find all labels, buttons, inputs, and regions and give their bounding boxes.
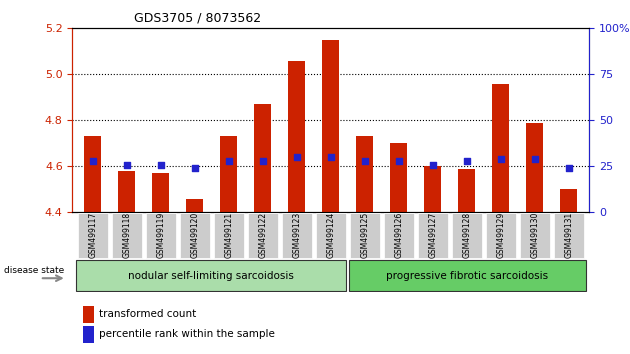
Point <box>462 158 472 164</box>
Bar <box>220 136 238 212</box>
Point <box>224 158 234 164</box>
Point <box>496 156 506 162</box>
Bar <box>390 143 407 212</box>
Text: GSM499127: GSM499127 <box>428 212 437 258</box>
Bar <box>492 84 509 212</box>
Text: GSM499118: GSM499118 <box>122 212 131 258</box>
Point <box>292 154 302 160</box>
Text: GSM499124: GSM499124 <box>326 212 335 258</box>
Bar <box>118 171 135 212</box>
Text: disease state: disease state <box>4 266 64 275</box>
FancyBboxPatch shape <box>180 213 210 258</box>
Bar <box>323 40 339 212</box>
Text: percentile rank within the sample: percentile rank within the sample <box>100 330 275 339</box>
Text: GSM499125: GSM499125 <box>360 212 369 258</box>
FancyBboxPatch shape <box>486 213 515 258</box>
Bar <box>289 61 306 212</box>
Point <box>156 162 166 167</box>
FancyBboxPatch shape <box>112 213 142 258</box>
Text: GSM499123: GSM499123 <box>292 212 301 258</box>
FancyBboxPatch shape <box>350 261 586 291</box>
Bar <box>458 169 475 212</box>
Text: GSM499128: GSM499128 <box>462 212 471 258</box>
Point <box>428 162 438 167</box>
Bar <box>83 326 94 343</box>
FancyBboxPatch shape <box>554 213 583 258</box>
Point <box>88 158 98 164</box>
Text: GDS3705 / 8073562: GDS3705 / 8073562 <box>134 11 261 24</box>
FancyBboxPatch shape <box>146 213 176 258</box>
Text: nodular self-limiting sarcoidosis: nodular self-limiting sarcoidosis <box>128 270 294 281</box>
Text: GSM499130: GSM499130 <box>530 212 539 258</box>
Bar <box>560 189 577 212</box>
Point <box>564 165 574 171</box>
Point <box>190 165 200 171</box>
Point <box>530 156 540 162</box>
Bar <box>424 166 441 212</box>
FancyBboxPatch shape <box>384 213 414 258</box>
FancyBboxPatch shape <box>350 213 380 258</box>
Bar <box>84 136 101 212</box>
Point <box>394 158 404 164</box>
FancyBboxPatch shape <box>78 213 108 258</box>
FancyBboxPatch shape <box>452 213 482 258</box>
Bar <box>526 123 543 212</box>
FancyBboxPatch shape <box>418 213 448 258</box>
Text: GSM499126: GSM499126 <box>394 212 403 258</box>
Point <box>326 154 336 160</box>
FancyBboxPatch shape <box>248 213 278 258</box>
Text: GSM499129: GSM499129 <box>496 212 505 258</box>
Text: GSM499119: GSM499119 <box>156 212 165 258</box>
Text: GSM499121: GSM499121 <box>224 212 233 258</box>
FancyBboxPatch shape <box>316 213 346 258</box>
Point <box>122 162 132 167</box>
Text: transformed count: transformed count <box>100 309 197 319</box>
FancyBboxPatch shape <box>214 213 244 258</box>
Point <box>258 158 268 164</box>
Point <box>360 158 370 164</box>
Bar <box>356 136 373 212</box>
FancyBboxPatch shape <box>76 261 346 291</box>
Text: GSM499117: GSM499117 <box>88 212 98 258</box>
Text: GSM499122: GSM499122 <box>258 212 267 258</box>
Text: GSM499120: GSM499120 <box>190 212 199 258</box>
Text: GSM499131: GSM499131 <box>564 212 573 258</box>
Bar <box>255 104 272 212</box>
Text: progressive fibrotic sarcoidosis: progressive fibrotic sarcoidosis <box>386 270 549 281</box>
FancyBboxPatch shape <box>282 213 312 258</box>
Bar <box>152 173 169 212</box>
Bar <box>83 306 94 323</box>
Bar <box>186 199 203 212</box>
FancyBboxPatch shape <box>520 213 549 258</box>
